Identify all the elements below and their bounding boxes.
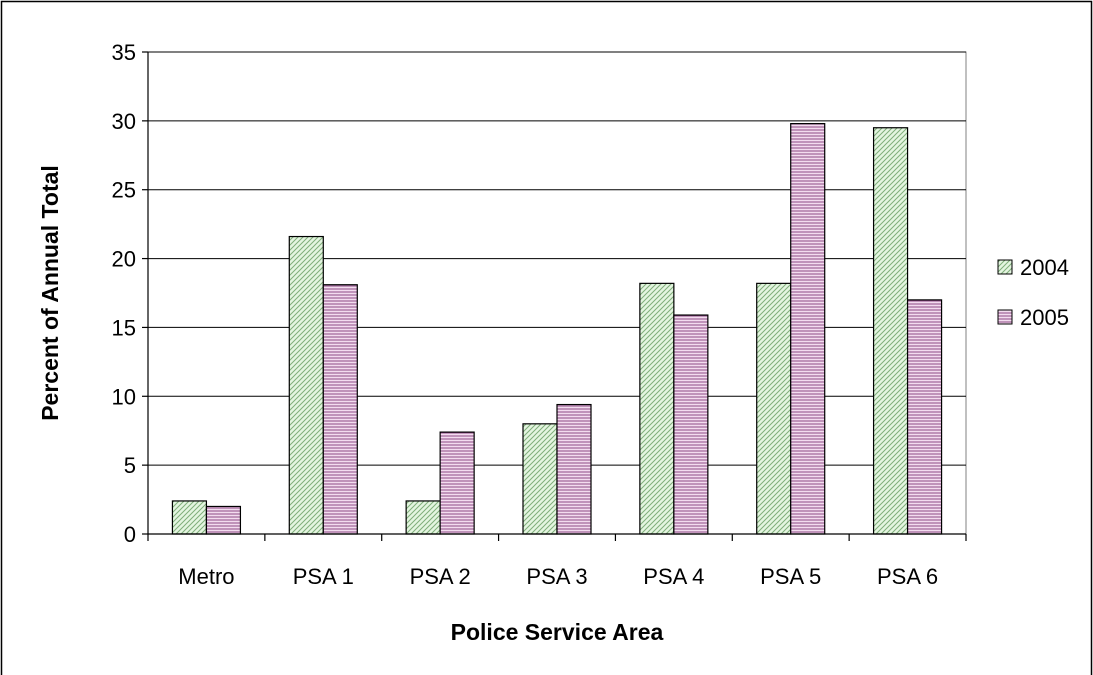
y-tick-label: 20: [112, 247, 136, 272]
bar-2005-psa-4: [673, 314, 709, 535]
bar-2005-psa-2: [439, 431, 475, 535]
bar-2005-psa-3: [556, 403, 592, 535]
legend-swatch-2005: [997, 309, 1013, 325]
y-axis-title: Percent of Annual Total: [37, 165, 63, 421]
x-axis-title: Police Service Area: [451, 619, 664, 645]
bar-2004-psa-6: [872, 127, 909, 535]
legend: 2004 2005: [997, 255, 1069, 330]
x-tick-label: PSA 5: [760, 564, 821, 589]
y-tick-label: 25: [112, 178, 136, 203]
bar-2005-metro: [205, 505, 242, 535]
y-tick-label: 15: [112, 315, 136, 340]
bar-2004-psa-5: [756, 282, 792, 535]
x-tick-label: PSA 4: [643, 564, 704, 589]
bars: [171, 123, 943, 535]
bar-2004-psa-3: [522, 423, 558, 535]
y-tick-label: 35: [112, 40, 136, 65]
bar-2005-psa-6: [906, 299, 943, 535]
x-tick-label: PSA 1: [293, 564, 354, 589]
bar-2005-psa-5: [790, 123, 826, 535]
legend-label-2004: 2004: [1020, 255, 1069, 280]
bar-2004-psa-4: [639, 282, 675, 535]
legend-swatch-2004: [997, 259, 1013, 275]
y-tick-label: 30: [112, 109, 136, 134]
bar-2004-metro: [171, 500, 208, 535]
x-tick-label: Metro: [178, 564, 234, 589]
bar-2005-psa-1: [322, 284, 358, 535]
bar-2004-psa-1: [288, 235, 324, 535]
bar-2004-psa-2: [405, 500, 441, 535]
y-tick-label: 5: [124, 453, 136, 478]
gridlines: [148, 51, 966, 466]
y-ticks: 0 5 10 15 20 25 30 35: [112, 40, 148, 547]
y-tick-label: 10: [112, 384, 136, 409]
y-tick-label: 0: [124, 522, 136, 547]
x-tick-label: PSA 6: [877, 564, 938, 589]
legend-label-2005: 2005: [1020, 305, 1069, 330]
x-ticks: Metro PSA 1 PSA 2 PSA 3 PSA 4 PSA 5 PSA 6: [147, 534, 967, 589]
x-tick-label: PSA 3: [526, 564, 587, 589]
x-tick-label: PSA 2: [410, 564, 471, 589]
